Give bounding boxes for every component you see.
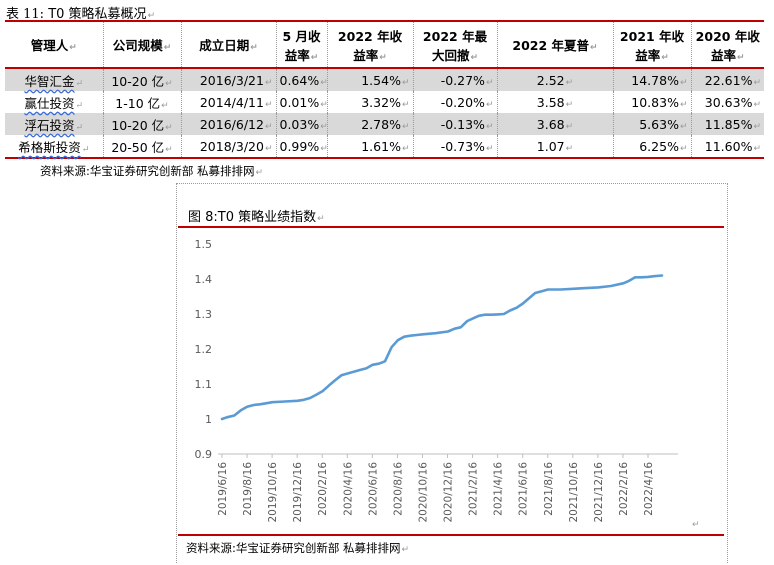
cell-scale: 1-10 亿↵	[102, 91, 181, 113]
y-tick-label: 1	[205, 413, 212, 426]
cell-may-return: 0.03%↵	[275, 113, 328, 135]
table-caption: 表 11: T0 策略私募概况↵	[6, 7, 156, 22]
cell-2022-max-drawdown: -0.73%↵	[412, 135, 497, 159]
cell-founded: 2016/3/21↵	[180, 68, 276, 91]
table-source-note: 资料来源:华宝证券研究创新部 私募排排网↵	[40, 164, 264, 178]
cell-2021-return: 6.25%↵	[612, 135, 691, 159]
cell-manager: 浮石投资↵	[5, 113, 103, 135]
t0-index-line-chart: 0.911.11.21.31.41.5 2019/6/16 2019/8/16 20…	[195, 238, 678, 523]
table-caption-text: T0 策略私募概况	[48, 7, 147, 22]
cell-2022-return: 2.78%↵	[326, 113, 413, 135]
cell-2022-max-drawdown: -0.20%↵	[412, 91, 497, 113]
x-tick-label: 2020/12/16	[443, 462, 455, 523]
x-tick-label: 2019/8/16	[242, 462, 254, 516]
table-row: 赢仕投资↵ 1-10 亿↵ 2014/4/11↵ 0.01%↵ 3.32%↵ -…	[5, 91, 764, 113]
cell-founded: 2018/3/20↵	[180, 135, 276, 159]
cell-2022-sharpe: 3.68↵	[496, 113, 613, 135]
cell-2022-return: 1.54%↵	[326, 68, 413, 91]
cell-2022-max-drawdown: -0.27%↵	[412, 68, 497, 91]
header-2022-sharpe: 2022 年夏普↵	[496, 22, 613, 69]
cell-2022-return: 3.32%↵	[326, 91, 413, 113]
y-tick-label: 1.3	[195, 308, 213, 321]
table-header-row: 管理人↵ 公司规模↵ 成立日期↵ 5 月收 益率↵ 2022 年收 益率↵ 2022…	[5, 22, 764, 69]
x-tick-label: 2021/10/16	[568, 462, 580, 523]
x-axis: 2019/6/16 2019/8/16 2019/10/16 2019/12/16 20…	[217, 453, 678, 523]
cell-2022-sharpe: 2.52↵	[496, 68, 613, 91]
x-tick-label: 2021/4/16	[493, 462, 505, 516]
figure-caption: 图 8:T0 策略业绩指数↵	[188, 210, 325, 225]
cell-2022-max-drawdown: -0.13%↵	[412, 113, 497, 135]
header-scale: 公司规模↵	[102, 22, 181, 69]
cell-scale: 10-20 亿↵	[102, 68, 181, 91]
header-2020-return: 2020 年收 益率↵	[690, 22, 764, 69]
cell-manager: 希格斯投资↵	[5, 135, 103, 159]
figure-top-rule	[178, 226, 724, 228]
cell-founded: 2016/6/12↵	[180, 113, 276, 135]
cell-scale: 10-20 亿↵	[102, 113, 181, 135]
cell-2021-return: 10.83%↵	[612, 91, 691, 113]
cell-2020-return: 11.60%↵	[690, 135, 764, 159]
cell-may-return: 0.99%↵	[275, 135, 328, 159]
header-may-return: 5 月收 益率↵	[275, 22, 327, 69]
x-tick-label: 2019/12/16	[292, 462, 304, 523]
x-tick-label: 2021/2/16	[468, 462, 480, 516]
cell-2021-return: 5.63%↵	[612, 113, 691, 135]
cell-2020-return: 30.63%↵	[690, 91, 764, 113]
cell-2020-return: 22.61%↵	[690, 68, 764, 91]
table-row: 华智汇金↵ 10-20 亿↵ 2016/3/21↵ 0.64%↵ 1.54%↵ …	[5, 68, 764, 91]
header-manager: 管理人↵	[5, 22, 103, 69]
plot-area	[220, 274, 664, 421]
y-tick-label: 1.5	[195, 238, 213, 251]
cell-2021-return: 14.78%↵	[612, 68, 691, 91]
x-tick-label: 2021/12/16	[593, 462, 605, 523]
x-tick-label: 2020/10/16	[417, 462, 429, 523]
header-2022-return: 2022 年收 益率↵	[326, 22, 413, 69]
paragraph-mark: ↵	[692, 520, 700, 530]
x-tick-label: 2022/4/16	[643, 462, 655, 516]
cell-2020-return: 11.85%↵	[690, 113, 764, 135]
series-line	[220, 274, 664, 421]
cell-founded: 2014/4/11↵	[180, 91, 276, 113]
cell-scale: 20-50 亿↵	[102, 135, 181, 159]
table-row: 浮石投资↵ 10-20 亿↵ 2016/6/12↵ 0.03%↵ 2.78%↵ …	[5, 113, 764, 135]
cell-may-return: 0.01%↵	[275, 91, 328, 113]
cell-manager: 赢仕投资↵	[24, 95, 84, 111]
y-tick-label: 1.1	[195, 378, 213, 391]
x-tick-label: 2020/6/16	[367, 462, 379, 516]
header-2022-max-drawdown: 2022 年最 大回撤↵	[412, 22, 497, 69]
x-tick-label: 2020/8/16	[392, 462, 404, 516]
x-tick-label: 2020/4/16	[342, 462, 354, 516]
cell-manager: 华智汇金↵	[5, 68, 103, 91]
figure-frame	[176, 183, 728, 563]
x-tick-label: 2020/2/16	[317, 462, 329, 516]
x-tick-label: 2019/10/16	[267, 462, 279, 523]
table-top-rule	[5, 20, 764, 22]
header-founded: 成立日期↵	[180, 22, 276, 69]
y-tick-label: 1.4	[195, 273, 213, 286]
x-tick-label: 2021/8/16	[543, 462, 555, 516]
figure-source-note: 资料来源:华宝证券研究创新部 私募排排网↵	[186, 541, 410, 555]
figure-bottom-rule	[178, 534, 724, 536]
y-tick-label: 1.2	[195, 343, 213, 356]
y-axis: 0.9 1 1.1 1.2 1.3 1.4 1.5	[195, 238, 213, 461]
table-caption-label: 表 11:	[6, 7, 45, 22]
x-tick-label: 2019/6/16	[217, 462, 229, 516]
t0-private-fund-table: 管理人↵ 公司规模↵ 成立日期↵ 5 月收 益率↵ 2022 年收 益率↵ 2022…	[5, 22, 764, 159]
header-2021-return: 2021 年收 益率↵	[612, 22, 691, 69]
x-tick-label: 2022/2/16	[618, 462, 630, 516]
x-tick-label: 2021/6/16	[518, 462, 530, 516]
cell-2022-sharpe: 1.07↵	[496, 135, 613, 159]
cell-may-return: 0.64%↵	[275, 68, 328, 91]
cell-2022-return: 1.61%↵	[326, 135, 413, 159]
cell-2022-sharpe: 3.58↵	[496, 91, 613, 113]
table-row: 希格斯投资↵ 20-50 亿↵ 2018/3/20↵ 0.99%↵ 1.61%↵…	[5, 135, 764, 159]
y-tick-label: 0.9	[195, 448, 213, 461]
